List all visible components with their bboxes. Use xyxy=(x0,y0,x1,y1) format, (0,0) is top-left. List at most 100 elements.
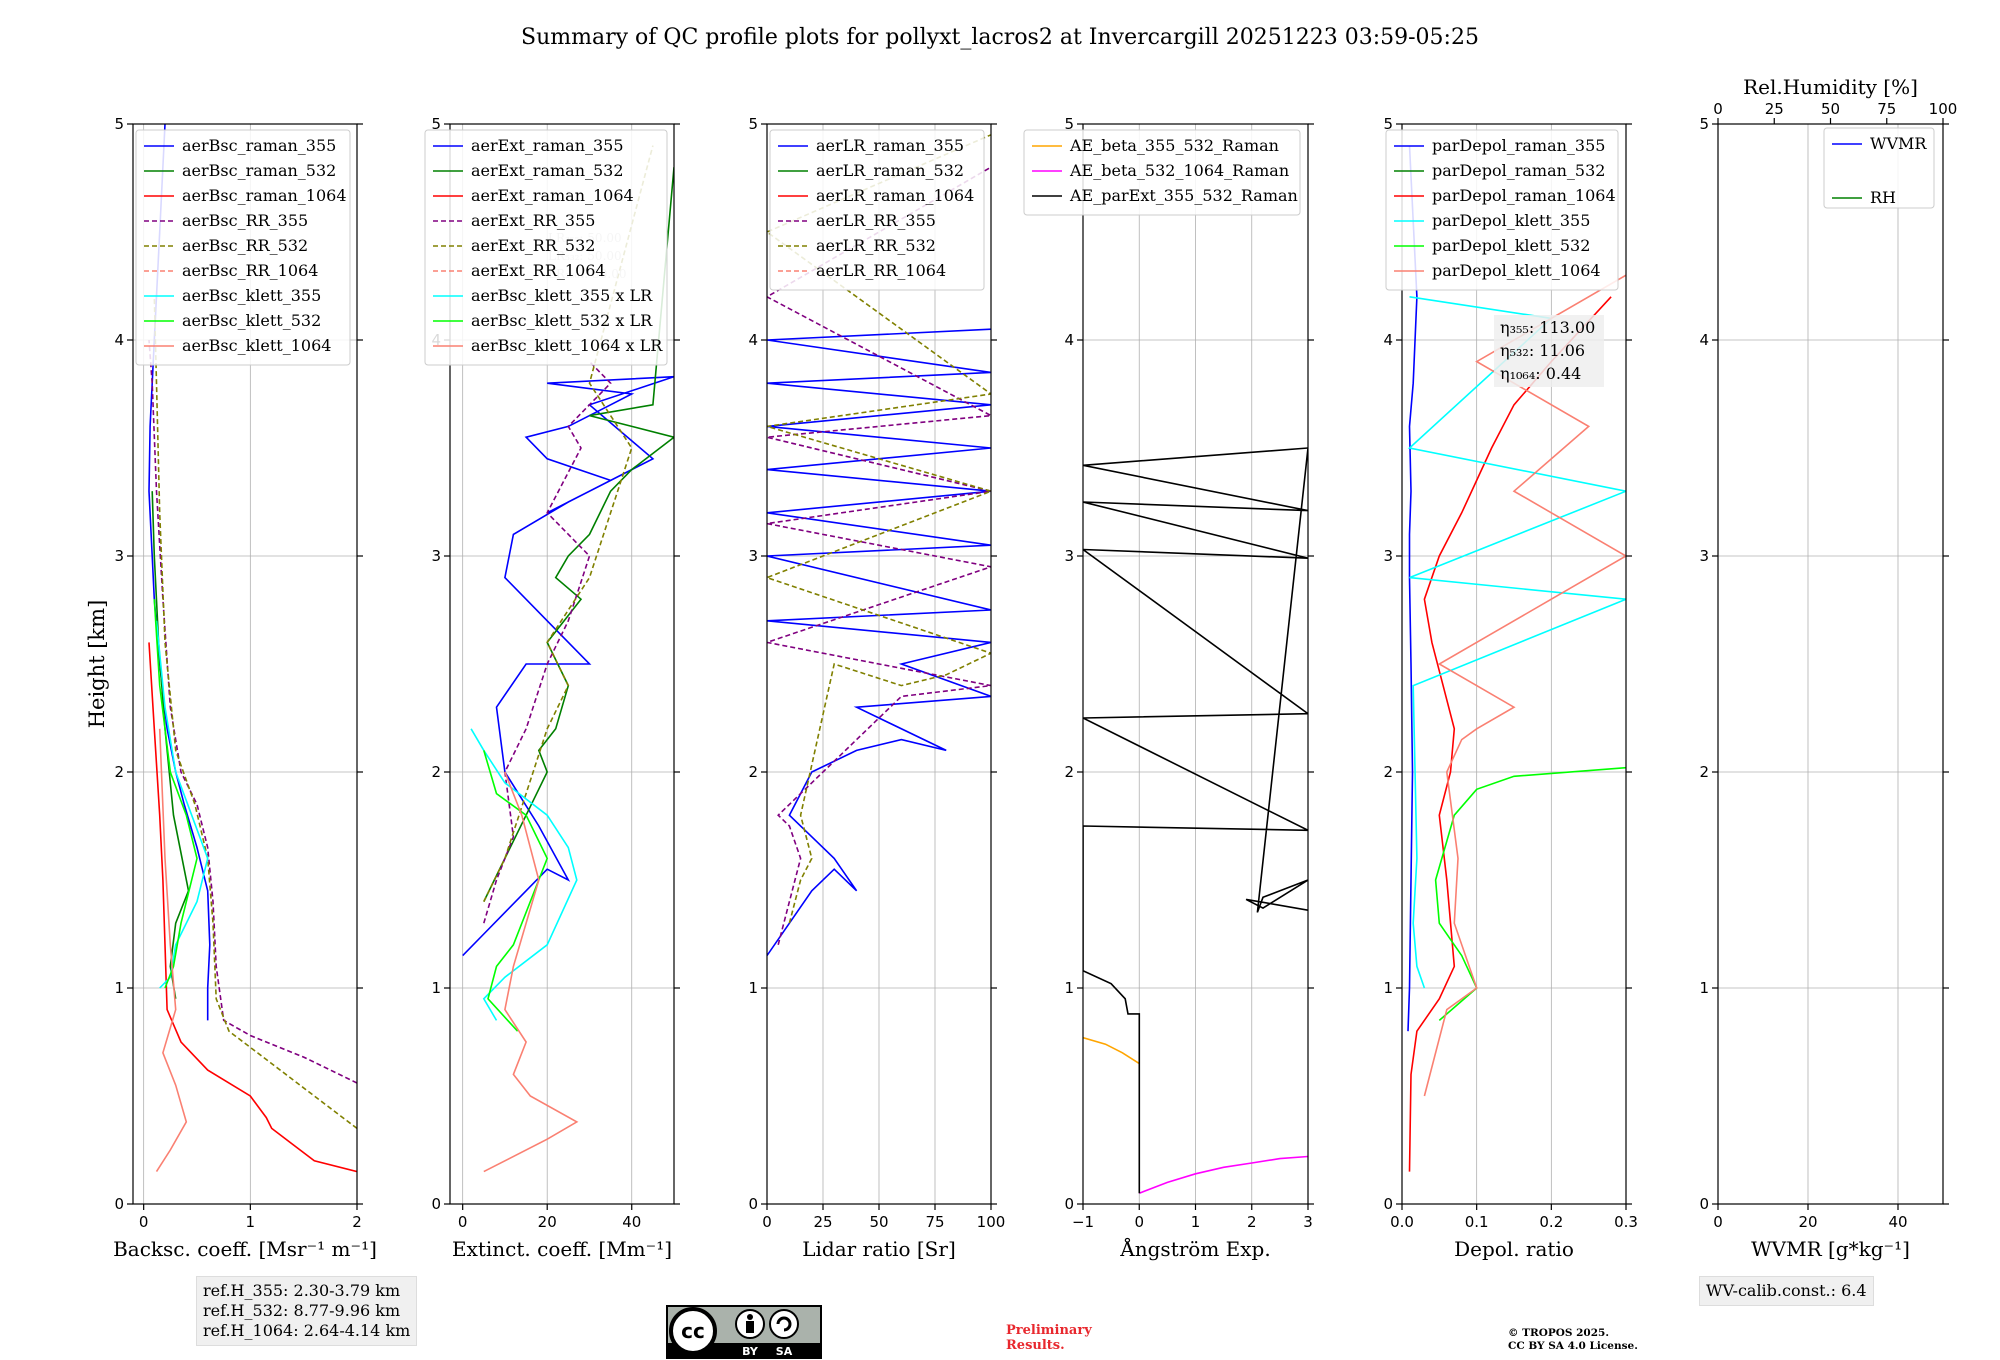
y-tick-label: 4 xyxy=(1383,331,1393,349)
y-tick-label: 3 xyxy=(1699,547,1709,565)
x-tick-label: 20 xyxy=(538,1213,557,1231)
y-axis-label: Height [km] xyxy=(85,600,109,729)
legend-label: aerLR_RR_355 xyxy=(816,211,936,230)
preliminary-line-2: Results. xyxy=(1006,1338,1065,1353)
legend-label: aerBsc_raman_355 xyxy=(182,136,336,155)
y-tick-label: 4 xyxy=(748,331,758,349)
x-axis-label: Lidar ratio [Sr] xyxy=(802,1237,956,1261)
top-x-tick-label: 50 xyxy=(1821,100,1840,118)
series-line-AE-parExt-355-532-Raman xyxy=(1083,447,1308,1194)
x-tick-label: 40 xyxy=(1888,1213,1907,1231)
svg-text:BY: BY xyxy=(742,1345,759,1358)
series-line-parDepol-klett-1064 xyxy=(1423,274,1626,1097)
y-tick-label: 1 xyxy=(1383,979,1393,997)
legend-label: aerLR_RR_532 xyxy=(816,236,936,255)
legend: aerLR_raman_355 aerLR_raman_532 aerLR_rama… xyxy=(769,129,985,291)
x-axis-label: Depol. ratio xyxy=(1454,1237,1574,1261)
axes-frame xyxy=(1717,123,1944,1205)
x-tick-label: 0.0 xyxy=(1390,1213,1414,1231)
legend-label: aerLR_raman_355 xyxy=(816,136,964,155)
series-line-aerBsc-klett-1064 xyxy=(155,728,188,1173)
y-tick-label: 0 xyxy=(431,1195,441,1213)
ref-heights-box: ref.H_355: 2.30-3.79 km ref.H_532: 8.77-… xyxy=(196,1276,418,1346)
legend-frame xyxy=(424,129,668,366)
legend-label: parDepol_klett_532 xyxy=(1432,236,1590,255)
svg-text:cc: cc xyxy=(681,1319,705,1343)
y-tick-label: 3 xyxy=(748,547,758,565)
top-x-tick-label: 75 xyxy=(1877,100,1896,118)
y-tick-label: 0 xyxy=(1383,1195,1393,1213)
top-x-tick-label: 100 xyxy=(1929,100,1958,118)
y-tick-label: 1 xyxy=(431,979,441,997)
legend: WVMR RH xyxy=(1823,127,1935,209)
top-x-tick-label: 25 xyxy=(1765,100,1784,118)
annotation-text: η₁₀₆₄: 0.44 xyxy=(1500,364,1581,383)
legend-label: aerBsc_klett_355 xyxy=(182,286,321,305)
y-tick-label: 3 xyxy=(1383,547,1393,565)
copyright-line-1: © TROPOS 2025. xyxy=(1508,1327,1610,1339)
x-axis-label: Extinct. coeff. [Mm⁻¹] xyxy=(452,1237,672,1261)
series-line-aerExt-RR-355 xyxy=(483,361,612,924)
series-line-AE-beta-355-532-Raman xyxy=(1083,1036,1140,1065)
legend-label: aerLR_raman_532 xyxy=(816,161,964,180)
y-tick-label: 3 xyxy=(431,547,441,565)
series-group xyxy=(148,124,357,1173)
x-tick-label: 3 xyxy=(1303,1213,1313,1231)
y-tick-label: 1 xyxy=(114,979,124,997)
legend-label: aerBsc_klett_532 xyxy=(182,311,321,330)
copyright-note: © TROPOS 2025. CC BY SA 4.0 License. xyxy=(1508,1327,1638,1353)
preliminary-line-1: Preliminary xyxy=(1006,1323,1092,1338)
series-group xyxy=(462,145,674,1173)
svg-text:SA: SA xyxy=(776,1345,793,1358)
legend-label: parDepol_raman_355 xyxy=(1432,136,1605,155)
y-tick-label: 5 xyxy=(431,115,441,133)
legend-label: parDepol_raman_532 xyxy=(1432,161,1605,180)
y-tick-label: 0 xyxy=(114,1195,124,1213)
x-tick-label: −1 xyxy=(1072,1213,1094,1231)
annotation-text: η₃₅₅: 113.00 xyxy=(1500,318,1595,337)
y-tick-label: 2 xyxy=(114,763,124,781)
y-tick-label: 2 xyxy=(748,763,758,781)
series-line-aerBsc-RR-532 xyxy=(153,296,357,1130)
x-axis-label: WVMR [g*kg⁻¹] xyxy=(1751,1237,1910,1261)
x-tick-label: 1 xyxy=(1191,1213,1201,1231)
legend-frame xyxy=(1385,129,1619,291)
x-tick-label: 0 xyxy=(762,1213,772,1231)
y-tick-label: 3 xyxy=(1064,547,1074,565)
legend-label: aerBsc_klett_532 x LR xyxy=(471,311,653,330)
legend-label: aerLR_raman_1064 xyxy=(816,186,974,205)
series-line-aerExt-raman-532 xyxy=(483,167,674,902)
series-group xyxy=(767,134,991,957)
series-line-aerLR-RR-355 xyxy=(767,166,991,946)
legend-label: aerExt_RR_532 xyxy=(471,236,595,255)
series-line-parDepol-klett-355 xyxy=(1407,296,1626,989)
y-tick-label: 5 xyxy=(1383,115,1393,133)
legend-label: aerBsc_RR_355 xyxy=(182,211,308,230)
top-x-tick-label: 0 xyxy=(1713,100,1723,118)
axes-frame xyxy=(1401,123,1627,1205)
wv-calib-box: WV-calib.const.: 6.4 xyxy=(1699,1276,1874,1306)
y-tick-label: 0 xyxy=(1064,1195,1074,1213)
series-line-aerBsc-klett-532 xyxy=(153,599,198,989)
legend-label: AE_beta_532_1064_Raman xyxy=(1069,161,1289,180)
x-tick-label: 2 xyxy=(352,1213,362,1231)
y-tick-label: 2 xyxy=(431,763,441,781)
x-tick-label: 25 xyxy=(813,1213,832,1231)
legend-label: aerLR_RR_1064 xyxy=(816,261,946,280)
panel-1: 0 1 2 3 4 5 0 1 2 Backsc. coeff. [Msr⁻¹ m⁻¹] aerBs… xyxy=(113,115,377,1261)
legend-label: AE_parExt_355_532_Raman xyxy=(1069,186,1298,205)
series-line-aerBsc-raman-532 xyxy=(151,491,190,999)
series-line-aerLR-RR-532 xyxy=(767,134,991,924)
x-tick-label: 0 xyxy=(1713,1213,1723,1231)
legend-label: aerBsc_RR_1064 xyxy=(182,261,318,280)
series-line-aerExt-RR-532 xyxy=(483,145,654,902)
legend-frame xyxy=(769,129,985,291)
y-tick-label: 0 xyxy=(748,1195,758,1213)
y-tick-label: 4 xyxy=(114,331,124,349)
legend-label: aerExt_raman_1064 xyxy=(471,186,634,205)
series-line-aerLR-raman-355 xyxy=(767,328,991,957)
preliminary-note: Preliminary Results. xyxy=(1006,1323,1092,1353)
